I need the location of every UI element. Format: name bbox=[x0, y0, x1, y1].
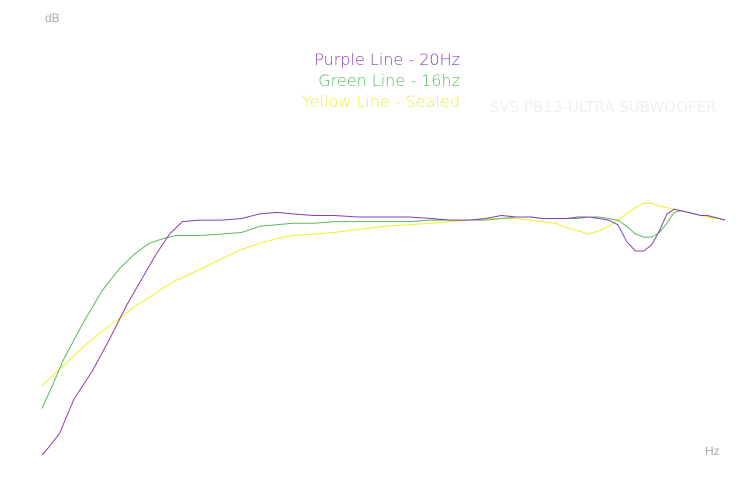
y-axis-label: dB bbox=[45, 11, 60, 25]
x-axis-label: Hz bbox=[705, 444, 720, 458]
series-layer bbox=[41, 202, 726, 456]
series-line-0 bbox=[41, 208, 726, 456]
series-line-2 bbox=[41, 202, 726, 386]
legend-entry-1: Green Line - 16hz bbox=[318, 71, 460, 90]
legend-entry-2: Yellow Line - Sealed bbox=[302, 92, 460, 111]
legend-entry-0: Purple Line - 20Hz bbox=[314, 50, 460, 69]
series-line-1 bbox=[41, 210, 726, 409]
legend: Purple Line - 20Hz Green Line - 16hz Yello… bbox=[302, 50, 460, 111]
watermark-text: SVS PB13-ULTRA SUBWOOFER bbox=[490, 98, 716, 116]
